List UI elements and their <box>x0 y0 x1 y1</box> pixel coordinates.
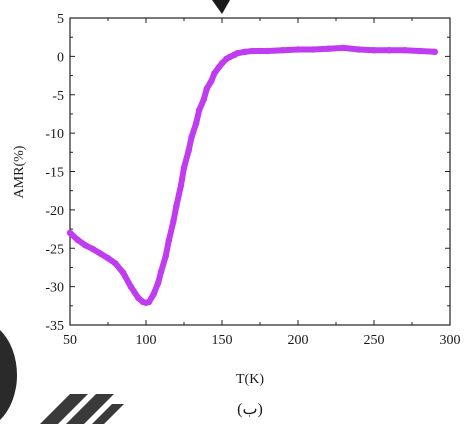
data-point <box>89 245 97 253</box>
data-point <box>294 46 302 53</box>
x-tick-label: 150 <box>212 333 233 348</box>
data-point <box>170 218 177 225</box>
data-point <box>180 164 188 171</box>
data-point <box>431 48 438 55</box>
data-point <box>249 47 256 55</box>
data-point <box>416 47 423 55</box>
data-point <box>370 47 378 54</box>
x-tick-label: 250 <box>364 333 385 348</box>
bottom-left-block-3 <box>92 404 124 424</box>
y-tick-label: -5 <box>52 89 64 104</box>
x-tick-label: 200 <box>288 333 309 348</box>
data-point <box>74 236 81 243</box>
bottom-left-block-1 <box>40 394 88 424</box>
y-tick-label: -10 <box>45 127 64 142</box>
data-point <box>104 255 112 262</box>
data-point <box>177 182 185 189</box>
decorative-shapes <box>0 0 230 424</box>
data-point <box>200 96 207 103</box>
data-point <box>188 133 195 141</box>
data-point <box>127 283 134 290</box>
data-point <box>120 269 127 276</box>
y-axis-label: AMR(%) <box>12 145 27 198</box>
y-tick-label: 5 <box>57 12 64 27</box>
data-series <box>66 44 438 306</box>
data-point <box>158 268 165 275</box>
data-point <box>150 291 157 298</box>
data-point <box>145 298 153 306</box>
left-arc-shape <box>0 330 18 420</box>
data-point <box>173 202 180 210</box>
data-point <box>135 294 142 302</box>
data-point <box>66 229 74 237</box>
y-tick-label: -30 <box>45 281 64 296</box>
data-point <box>264 47 271 55</box>
x-axis-label: T(K) <box>236 372 264 387</box>
axis-ticks <box>69 17 451 326</box>
data-point <box>211 70 218 77</box>
data-point <box>310 46 317 53</box>
data-point <box>386 47 393 54</box>
data-point <box>203 85 210 92</box>
data-point <box>401 47 408 54</box>
x-tick-label: 50 <box>63 333 77 348</box>
data-point <box>241 48 248 55</box>
data-point <box>162 252 169 260</box>
data-point <box>193 119 200 127</box>
x-tick-label: 100 <box>136 333 157 348</box>
y-tick-label: -15 <box>45 166 64 181</box>
y-tick-label: -25 <box>45 242 64 257</box>
data-point <box>325 45 332 52</box>
x-tick-label: 300 <box>440 333 461 348</box>
y-tick-label: 0 <box>57 50 64 65</box>
series-line <box>67 44 438 306</box>
bottom-left-block-2 <box>66 394 114 424</box>
data-point <box>97 250 104 257</box>
data-point <box>256 47 264 55</box>
data-point <box>112 260 119 267</box>
data-point <box>218 60 226 67</box>
data-point <box>279 47 286 54</box>
figure-caption: (ب) <box>237 401 263 418</box>
data-point <box>165 237 172 244</box>
data-point <box>234 50 241 57</box>
data-point <box>340 44 347 52</box>
data-point <box>82 242 89 249</box>
data-point <box>155 279 162 286</box>
data-point <box>208 77 215 85</box>
data-point <box>185 147 192 154</box>
top-accent-shape <box>212 0 230 14</box>
y-tick-label: -20 <box>45 204 64 219</box>
data-point <box>196 106 203 114</box>
y-tick-label: -35 <box>45 319 64 334</box>
data-point <box>355 46 362 53</box>
